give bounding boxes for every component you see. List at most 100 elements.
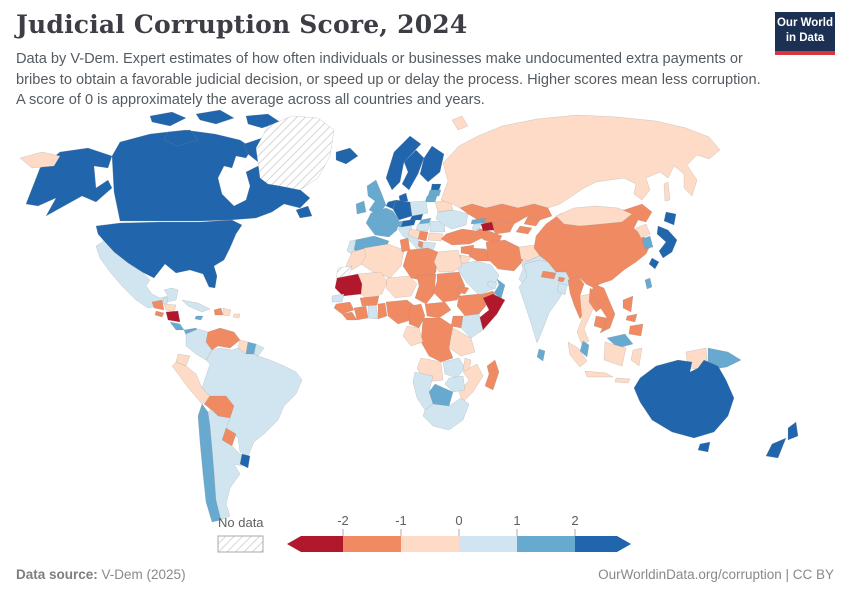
country-algeria[interactable] — [360, 243, 405, 279]
country-russia[interactable] — [440, 114, 721, 209]
country-philippines-visayas[interactable] — [625, 313, 638, 323]
country-russia-chukotka-west[interactable] — [19, 151, 61, 169]
country-vietnam[interactable] — [590, 283, 616, 334]
country-ivory-coast[interactable] — [353, 305, 369, 321]
country-bulgaria[interactable] — [427, 232, 444, 242]
country-costa-rica[interactable] — [169, 321, 185, 331]
legend-bin-1[interactable] — [343, 536, 401, 552]
country-denmark[interactable] — [398, 192, 409, 203]
country-north-korea[interactable] — [635, 223, 651, 239]
country-south-africa[interactable] — [422, 397, 470, 431]
country-hungary[interactable] — [415, 222, 431, 232]
country-south-korea[interactable] — [641, 235, 654, 250]
country-puerto-rico[interactable] — [232, 313, 241, 319]
country-guatemala[interactable] — [151, 299, 165, 311]
country-zimbabwe[interactable] — [444, 375, 466, 393]
country-mongolia[interactable] — [555, 205, 633, 227]
country-turkey[interactable] — [440, 228, 485, 246]
country-ghana[interactable] — [367, 304, 379, 320]
country-zambia[interactable] — [442, 357, 466, 379]
country-cuba[interactable] — [181, 299, 211, 313]
country-uganda[interactable] — [450, 315, 464, 329]
country-malaysia-peninsula[interactable] — [579, 340, 590, 358]
country-bhutan[interactable] — [557, 276, 566, 283]
country-french-guiana[interactable] — [253, 343, 265, 357]
country-cameroon[interactable] — [408, 303, 426, 329]
country-canada[interactable] — [111, 129, 311, 222]
country-uruguay[interactable] — [239, 453, 251, 469]
country-philippines-luzon[interactable] — [622, 295, 634, 313]
legend-bin-5[interactable] — [575, 536, 631, 552]
country-madagascar[interactable] — [484, 359, 500, 391]
country-lithuania[interactable] — [424, 195, 438, 203]
country-france[interactable] — [365, 207, 400, 238]
country-poland[interactable] — [409, 200, 429, 217]
country-japan-kyushu[interactable] — [648, 257, 660, 270]
country-japan-hokkaido[interactable] — [663, 211, 677, 226]
country-kyrgyzstan[interactable] — [523, 215, 541, 227]
country-georgia[interactable] — [470, 217, 487, 225]
country-russia-novaya-zemlya[interactable] — [451, 115, 469, 131]
legend-bin-2[interactable] — [401, 536, 459, 552]
country-estonia[interactable] — [430, 183, 442, 191]
country-sri-lanka[interactable] — [536, 348, 546, 362]
country-dr-congo[interactable] — [420, 317, 454, 363]
country-iraq[interactable] — [468, 247, 492, 262]
country-philippines-mindanao[interactable] — [628, 323, 644, 337]
country-car[interactable] — [424, 301, 452, 319]
country-niger[interactable] — [385, 275, 418, 299]
country-finland[interactable] — [419, 145, 445, 183]
country-dominican-republic[interactable] — [222, 307, 232, 317]
country-slovakia[interactable] — [418, 217, 432, 225]
legend-bin-0[interactable] — [287, 536, 343, 552]
country-mozambique[interactable] — [458, 363, 484, 403]
country-argentina[interactable] — [207, 409, 249, 521]
country-uae[interactable] — [486, 280, 498, 290]
country-belize[interactable] — [162, 297, 169, 305]
country-indonesia-java[interactable] — [584, 370, 614, 378]
country-benin[interactable] — [377, 302, 388, 320]
country-bangladesh[interactable] — [556, 282, 568, 296]
country-new-zealand-south[interactable] — [765, 437, 787, 459]
country-sweden[interactable] — [401, 149, 425, 191]
country-bosnia[interactable] — [407, 228, 421, 240]
country-japan-honshu[interactable] — [656, 225, 678, 259]
country-armenia[interactable] — [471, 223, 482, 231]
country-romania[interactable] — [429, 220, 446, 233]
country-albania[interactable] — [417, 240, 424, 249]
country-latvia[interactable] — [427, 189, 442, 197]
country-tajikistan[interactable] — [515, 225, 533, 235]
country-ireland[interactable] — [355, 200, 367, 215]
country-somalia[interactable] — [478, 293, 506, 331]
country-honduras[interactable] — [163, 303, 177, 313]
legend-bin-4[interactable] — [517, 536, 575, 552]
country-uzbekistan[interactable] — [489, 219, 515, 235]
country-new-zealand-north[interactable] — [787, 421, 799, 441]
country-kenya[interactable] — [460, 313, 484, 339]
country-taiwan[interactable] — [644, 277, 653, 290]
country-iceland[interactable] — [335, 147, 359, 165]
country-ukraine[interactable] — [435, 209, 469, 230]
country-eritrea[interactable] — [456, 285, 470, 295]
country-saudi-arabia[interactable] — [457, 260, 500, 296]
country-guinea[interactable] — [333, 301, 355, 315]
country-indonesia-kalimantan[interactable] — [603, 341, 627, 367]
country-oman[interactable] — [493, 278, 506, 300]
country-canada-victoria[interactable] — [163, 129, 199, 147]
country-indonesia-sumatra[interactable] — [567, 341, 588, 368]
country-haiti[interactable] — [213, 307, 224, 316]
owid-logo[interactable]: Our World in Data — [775, 12, 835, 55]
country-nepal[interactable] — [540, 270, 557, 280]
no-data-swatch[interactable] — [217, 535, 264, 553]
country-australia[interactable] — [633, 359, 735, 439]
country-canada-arctic-2[interactable] — [195, 109, 235, 125]
country-sudan[interactable] — [432, 271, 466, 303]
legend-bin-3[interactable] — [459, 536, 517, 552]
country-azerbaijan[interactable] — [480, 221, 495, 232]
owid-link[interactable]: OurWorldinData.org/corruption | CC BY — [598, 567, 834, 582]
country-canada-newfoundland[interactable] — [295, 205, 313, 219]
country-russia-sakhalin[interactable] — [663, 181, 671, 202]
country-australia-tasmania[interactable] — [697, 441, 711, 453]
country-indonesia-lesser-sunda[interactable] — [614, 377, 631, 384]
country-jamaica[interactable] — [194, 315, 204, 321]
